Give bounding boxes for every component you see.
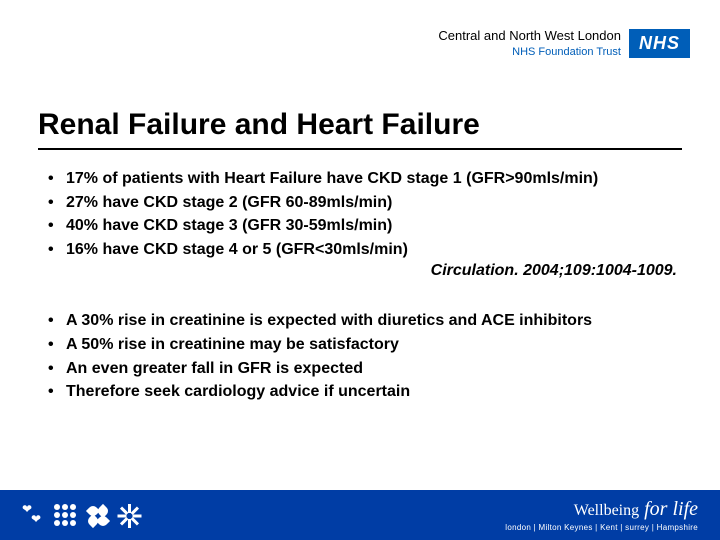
bullet-group-1: 17% of patients with Heart Failure have …	[38, 168, 682, 260]
citation: Circulation. 2004;109:1004-1009.	[38, 262, 682, 280]
footer-brand: Wellbeing for life london | Milton Keyne…	[505, 498, 698, 532]
footer-icons	[22, 504, 140, 526]
list-item: 40% have CKD stage 3 (GFR 30-59mls/min)	[38, 215, 682, 237]
org-line1: Central and North West London	[438, 28, 621, 44]
locations: london | Milton Keynes | Kent | surrey |…	[505, 523, 698, 532]
wellbeing-logo: Wellbeing for life	[505, 498, 698, 521]
footer: Wellbeing for life london | Milton Keyne…	[0, 490, 720, 540]
dots-icon	[54, 504, 76, 526]
title-underline	[38, 148, 682, 150]
brand-script: for life	[639, 498, 698, 520]
list-item: 27% have CKD stage 2 (GFR 60-89mls/min)	[38, 192, 682, 214]
brand-prefix: Wellbeing	[574, 502, 639, 519]
org-name: Central and North West London NHS Founda…	[438, 28, 621, 59]
page-title: Renal Failure and Heart Failure	[38, 108, 480, 142]
list-item: 17% of patients with Heart Failure have …	[38, 168, 682, 190]
bullet-group-2: A 30% rise in creatinine is expected wit…	[38, 310, 682, 402]
burst-icon	[118, 504, 140, 526]
header: Central and North West London NHS Founda…	[438, 28, 690, 59]
content: 17% of patients with Heart Failure have …	[38, 168, 682, 405]
hearts-icon	[22, 504, 44, 526]
list-item: A 30% rise in creatinine is expected wit…	[38, 310, 682, 332]
petals-icon	[86, 504, 108, 526]
list-item: 16% have CKD stage 4 or 5 (GFR<30mls/min…	[38, 239, 682, 261]
nhs-badge-icon: NHS	[629, 29, 690, 58]
org-line2: NHS Foundation Trust	[438, 46, 621, 59]
list-item: Therefore seek cardiology advice if unce…	[38, 381, 682, 403]
list-item: An even greater fall in GFR is expected	[38, 358, 682, 380]
list-item: A 50% rise in creatinine may be satisfac…	[38, 334, 682, 356]
